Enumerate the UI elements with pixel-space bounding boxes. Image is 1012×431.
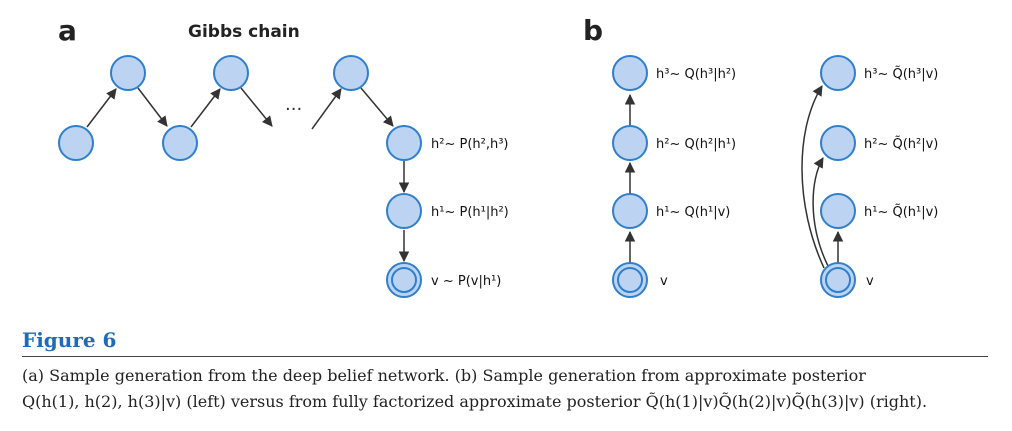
- gibbs-chain-title: Gibbs chain: [188, 22, 300, 42]
- edge-a-2: [137, 87, 168, 127]
- label-bl-v: v: [660, 274, 668, 289]
- label-a-h2: h²~ P(h²,h³): [431, 137, 509, 152]
- chain-node-1: [58, 125, 94, 161]
- label-br-v: v: [866, 274, 874, 289]
- diagram-svg: a Gibbs chain b ... h²~ P(h²,h³) h¹~ P(h…: [58, 14, 938, 298]
- node-a-v-inner: [391, 267, 417, 293]
- label-br-h1: h¹~ Q̃(h¹|v): [864, 205, 938, 220]
- node-bl-h2: [612, 125, 648, 161]
- panel-a-letter: a: [58, 14, 77, 47]
- label-bl-h1: h¹~ Q(h¹|v): [656, 205, 730, 220]
- node-bl-v-inner: [617, 267, 643, 293]
- chain-node-4: [213, 55, 249, 91]
- edge-a-6: [360, 87, 394, 127]
- node-bl-h1: [612, 193, 648, 229]
- label-a-h1: h¹~ P(h¹|h²): [431, 205, 509, 220]
- node-br-v-inner: [825, 267, 851, 293]
- node-br-h2: [820, 125, 856, 161]
- figure-caption: (a) Sample generation from the deep beli…: [22, 363, 992, 415]
- edge-a-4: [240, 87, 273, 127]
- label-bl-h2: h²~ Q(h²|h¹): [656, 137, 736, 152]
- caption-line-2: Q(h(1), h(2), h(3)|v) (left) versus from…: [22, 392, 928, 411]
- edge-br-v-h2: [812, 157, 829, 267]
- edge-a-1: [86, 88, 117, 128]
- chain-node-3: [162, 125, 198, 161]
- caption-divider: [22, 356, 988, 357]
- label-a-v: v ~ P(v|h¹): [431, 274, 501, 289]
- edge-a-3: [190, 88, 221, 128]
- label-br-h3: h³~ Q̃(h³|v): [864, 67, 938, 82]
- node-a-h2: [386, 125, 422, 161]
- node-a-h1: [386, 193, 422, 229]
- chain-ellipsis: ...: [285, 94, 302, 115]
- chain-node-5: [333, 55, 369, 91]
- node-bl-h3: [612, 55, 648, 91]
- label-br-h2: h²~ Q̃(h²|v): [864, 137, 938, 152]
- node-br-h1: [820, 193, 856, 229]
- edge-br-v-h3: [801, 85, 825, 269]
- panel-b-letter: b: [583, 14, 603, 47]
- label-bl-h3: h³~ Q(h³|h²): [656, 67, 736, 82]
- figure-title: Figure 6: [22, 328, 117, 352]
- edge-a-5: [311, 88, 342, 130]
- node-br-h3: [820, 55, 856, 91]
- caption-line-1: (a) Sample generation from the deep beli…: [22, 366, 866, 385]
- chain-node-2: [110, 55, 146, 91]
